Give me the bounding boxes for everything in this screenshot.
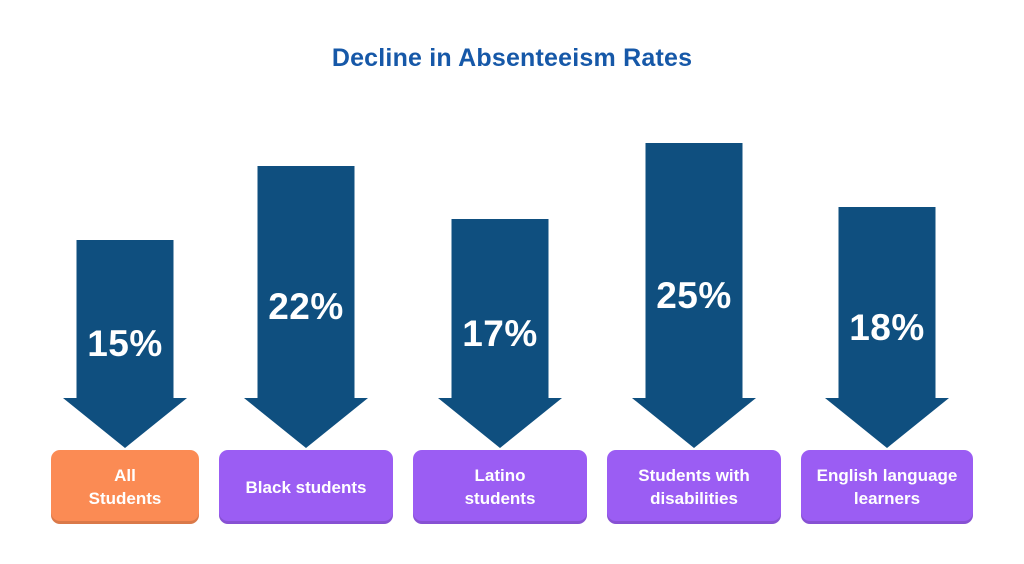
decline-arrow: 18% — [825, 207, 949, 448]
category-box: Black students — [219, 450, 393, 524]
category-label-line: English language — [816, 466, 958, 485]
category-box: English language learners — [801, 450, 973, 524]
category-label-line: disabilities — [650, 489, 738, 508]
down-arrow-icon — [244, 166, 368, 448]
decline-arrow: 25% — [632, 143, 756, 448]
category-label-line: learners — [853, 489, 921, 508]
arrow-value-label: 22% — [268, 286, 344, 327]
down-arrow-icon — [438, 219, 562, 448]
category-box: Students with disabilities — [607, 450, 781, 524]
category-label-line: Latino — [474, 466, 526, 485]
arrow-value-label: 25% — [656, 274, 732, 316]
category-label-line: Black students — [245, 477, 367, 497]
down-arrow-icon — [825, 207, 949, 448]
decline-arrow: 22% — [244, 166, 368, 448]
decline-arrow: 15% — [63, 240, 187, 448]
arrow-value-label: 17% — [462, 312, 538, 354]
decline-arrow: 17% — [438, 219, 562, 448]
arrow-value-label: 15% — [87, 323, 163, 364]
category-label-line: Students with — [638, 466, 750, 485]
category-label-line: All — [114, 466, 136, 485]
chart-title: Decline in Absenteeism Rates — [331, 44, 693, 72]
category-box: All Students — [51, 450, 199, 524]
arrow-value-label: 18% — [849, 306, 925, 348]
down-arrow-icon — [63, 240, 187, 448]
category-box: Latino students — [413, 450, 587, 524]
down-arrow-icon — [632, 143, 756, 448]
category-label-line: Students — [88, 489, 162, 508]
category-label-line: students — [464, 489, 536, 508]
